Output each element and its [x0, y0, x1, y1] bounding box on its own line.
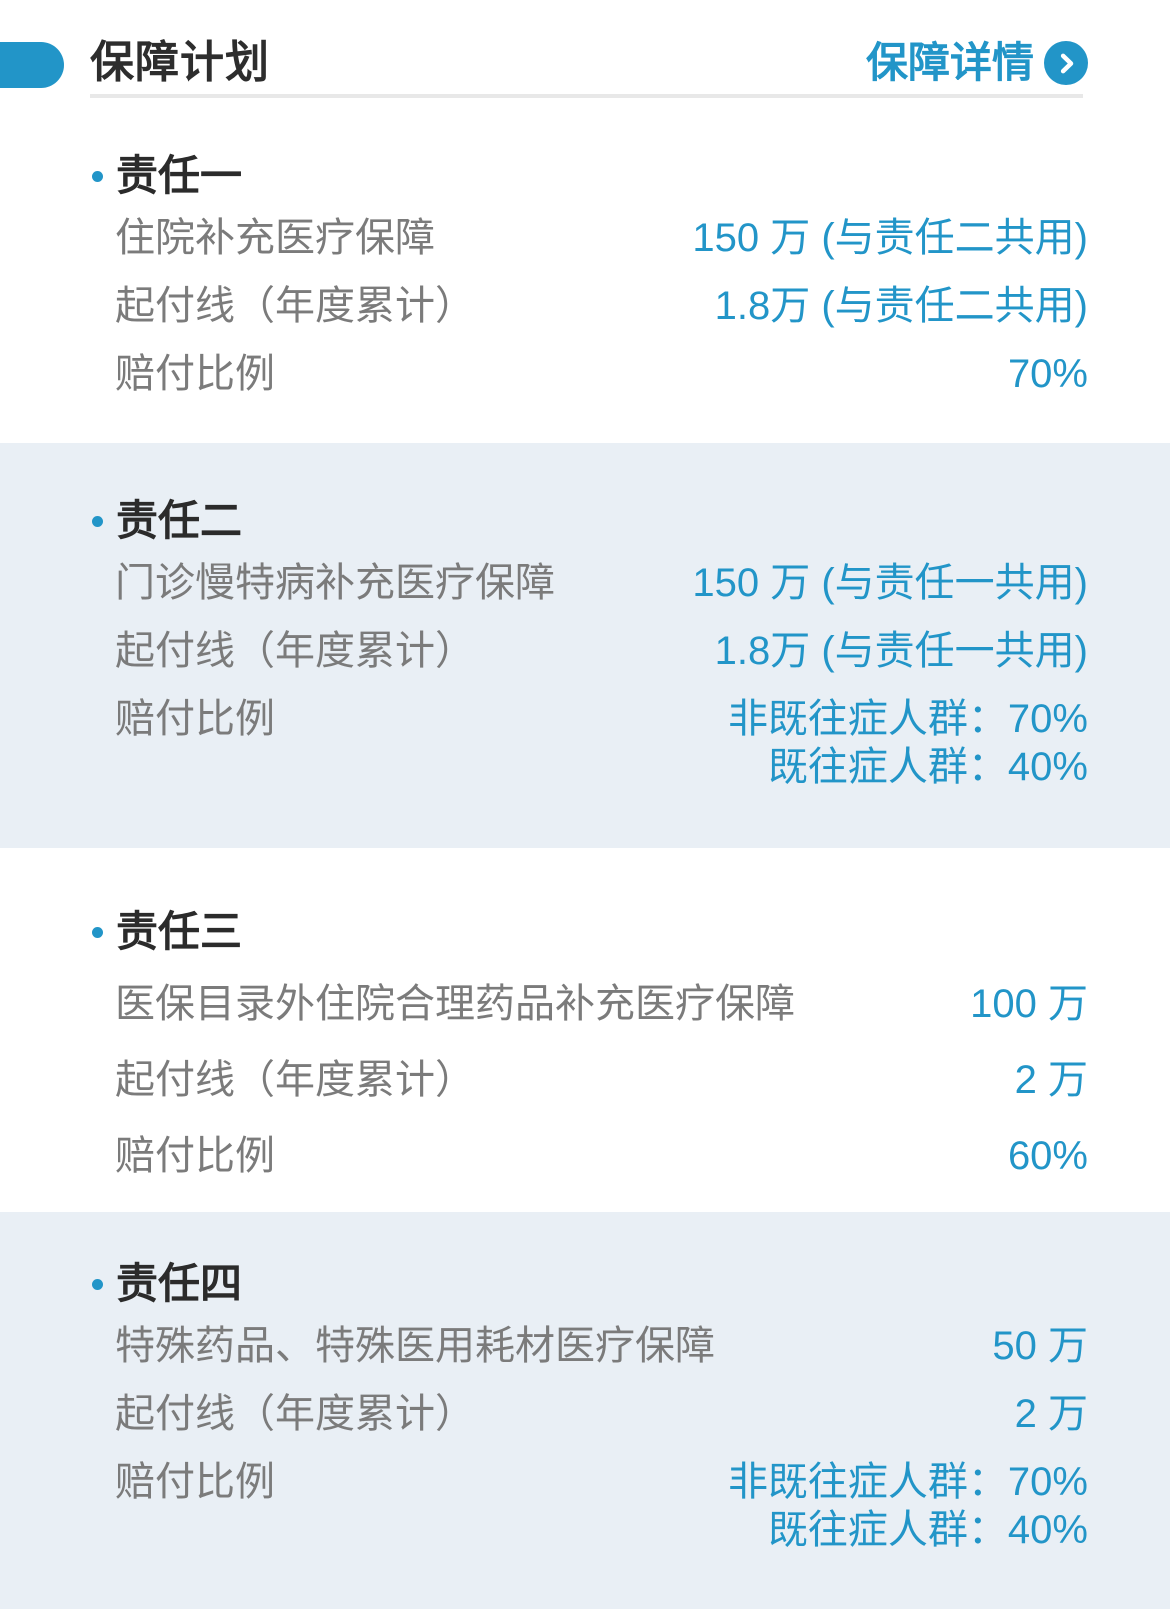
row-value: 150 万 (与责任一共用) — [672, 559, 1088, 607]
row-label: 起付线（年度累计） — [115, 629, 475, 673]
row-value-line: 非既往症人群：70% — [727, 697, 1088, 741]
divider — [90, 94, 1083, 98]
row-value: 非既往症人群：70% 既往症人群：40% — [708, 1458, 1088, 1554]
benefit-details-label: 保障详情 — [865, 39, 1034, 86]
card-header: 保障计划 保障详情 — [0, 0, 1170, 98]
row-value-line: 1.8万 (与责任二共用) — [714, 284, 1088, 328]
row-label: 医保目录外住院合理药品补充医疗保障 — [115, 982, 795, 1026]
benefit-row: 门诊慢特病补充医疗保障 150 万 (与责任一共用) — [115, 559, 1088, 607]
benefit-row: 住院补充医疗保障 150 万 (与责任二共用) — [115, 214, 1088, 262]
section-title: 责任四 — [92, 1260, 1088, 1308]
benefit-row: 赔付比例 70% — [115, 350, 1088, 398]
row-label: 赔付比例 — [115, 697, 275, 741]
row-value: 60% — [988, 1132, 1088, 1180]
row-label: 赔付比例 — [115, 352, 275, 396]
chevron-right-circle-icon — [1044, 41, 1088, 85]
section-liability-1: 责任一 住院补充医疗保障 150 万 (与责任二共用) 起付线（年度累计） 1.… — [0, 98, 1170, 443]
row-value-line: 既往症人群：40% — [767, 745, 1088, 789]
benefit-row: 起付线（年度累计） 2 万 — [115, 1056, 1088, 1104]
bullet-icon — [92, 1278, 103, 1290]
row-value-line: 150 万 (与责任二共用) — [692, 216, 1088, 260]
section-liability-4: 责任四 特殊药品、特殊医用耗材医疗保障 50 万 起付线（年度累计） 2 万 赔… — [0, 1212, 1170, 1609]
row-value: 1.8万 (与责任一共用) — [695, 627, 1088, 675]
row-value: 2 万 — [995, 1056, 1088, 1104]
row-value: 100 万 — [950, 980, 1088, 1028]
row-label: 赔付比例 — [115, 1460, 275, 1504]
row-value-line: 非既往症人群：70% — [727, 1460, 1088, 1504]
row-label: 起付线（年度累计） — [115, 284, 475, 328]
benefit-row: 赔付比例 非既往症人群：70% 既往症人群：40% — [115, 695, 1088, 791]
section-marker-icon — [0, 42, 64, 88]
row-value: 50 万 — [972, 1322, 1088, 1370]
row-label: 起付线（年度累计） — [115, 1058, 475, 1102]
row-value-line: 70% — [1007, 352, 1088, 396]
row-label: 起付线（年度累计） — [115, 1392, 475, 1436]
row-value: 非既往症人群：70% 既往症人群：40% — [708, 695, 1088, 791]
page-title: 保障计划 — [90, 38, 270, 87]
benefit-details-link[interactable]: 保障详情 — [866, 38, 1088, 88]
row-value-line: 50 万 — [992, 1324, 1088, 1368]
row-value-line: 1.8万 (与责任一共用) — [714, 629, 1088, 673]
bullet-icon — [92, 926, 103, 938]
row-value: 1.8万 (与责任二共用) — [695, 282, 1088, 330]
section-title: 责任一 — [92, 152, 1088, 200]
section-title-label: 责任三 — [116, 908, 243, 955]
benefit-row: 医保目录外住院合理药品补充医疗保障 100 万 — [115, 980, 1088, 1028]
benefit-row: 赔付比例 60% — [115, 1132, 1088, 1180]
benefit-row: 起付线（年度累计） 1.8万 (与责任二共用) — [115, 282, 1088, 330]
row-value-line: 60% — [1007, 1134, 1088, 1178]
bullet-icon — [92, 170, 103, 182]
row-label: 赔付比例 — [115, 1134, 275, 1178]
benefit-row: 特殊药品、特殊医用耗材医疗保障 50 万 — [115, 1322, 1088, 1370]
benefit-row: 起付线（年度累计） 2 万 — [115, 1390, 1088, 1438]
section-title-label: 责任二 — [116, 497, 243, 544]
section-title: 责任二 — [92, 497, 1088, 545]
section-title-label: 责任一 — [116, 152, 243, 199]
row-value-line: 2 万 — [1014, 1058, 1088, 1102]
row-value: 2 万 — [995, 1390, 1088, 1438]
row-value-line: 150 万 (与责任一共用) — [692, 561, 1088, 605]
row-value-line: 既往症人群：40% — [767, 1508, 1088, 1552]
row-value-line: 100 万 — [970, 982, 1088, 1026]
benefit-row: 起付线（年度累计） 1.8万 (与责任一共用) — [115, 627, 1088, 675]
row-value: 70% — [988, 350, 1088, 398]
section-liability-2: 责任二 门诊慢特病补充医疗保障 150 万 (与责任一共用) 起付线（年度累计）… — [0, 443, 1170, 848]
row-label: 住院补充医疗保障 — [115, 216, 435, 260]
row-label: 特殊药品、特殊医用耗材医疗保障 — [115, 1324, 715, 1368]
section-title-label: 责任四 — [116, 1260, 243, 1307]
section-liability-3: 责任三 医保目录外住院合理药品补充医疗保障 100 万 起付线（年度累计） 2 … — [0, 848, 1170, 1212]
row-value-line: 2 万 — [1014, 1392, 1088, 1436]
row-value: 150 万 (与责任二共用) — [672, 214, 1088, 262]
section-title: 责任三 — [92, 908, 1088, 956]
benefit-row: 赔付比例 非既往症人群：70% 既往症人群：40% — [115, 1458, 1088, 1554]
bullet-icon — [92, 515, 103, 527]
row-label: 门诊慢特病补充医疗保障 — [115, 561, 555, 605]
